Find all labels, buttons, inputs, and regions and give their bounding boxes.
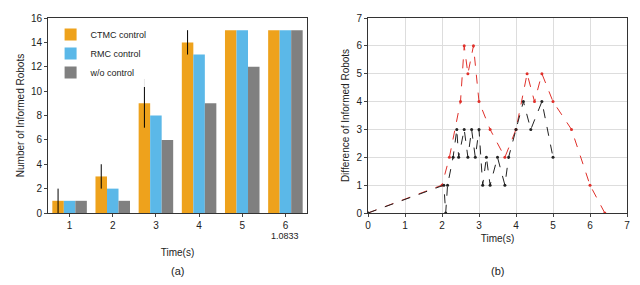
svg-text:7: 7 — [356, 13, 362, 24]
svg-text:16: 16 — [31, 13, 43, 24]
svg-text:2: 2 — [110, 220, 116, 231]
svg-text:5: 5 — [550, 220, 556, 231]
svg-text:(a): (a) — [171, 265, 184, 277]
svg-text:w/o control: w/o control — [90, 68, 135, 78]
svg-text:0: 0 — [365, 220, 371, 231]
svg-text:12: 12 — [31, 61, 43, 72]
svg-text:6: 6 — [356, 40, 362, 51]
svg-text:3: 3 — [476, 220, 482, 231]
svg-text:2: 2 — [439, 220, 445, 231]
svg-text:14: 14 — [31, 37, 43, 48]
svg-text:5: 5 — [239, 220, 245, 231]
svg-text:Time(s): Time(s) — [161, 247, 195, 258]
svg-text:0: 0 — [36, 208, 42, 219]
svg-text:1: 1 — [402, 220, 408, 231]
svg-text:2: 2 — [356, 152, 362, 163]
svg-text:7: 7 — [624, 220, 630, 231]
svg-text:1: 1 — [356, 180, 362, 191]
svg-text:10: 10 — [31, 86, 43, 97]
svg-text:1.0833: 1.0833 — [271, 231, 299, 241]
svg-text:4: 4 — [356, 96, 362, 107]
svg-text:6: 6 — [587, 220, 593, 231]
svg-text:Number of Informed Robots: Number of Informed Robots — [15, 54, 26, 177]
svg-text:4: 4 — [196, 220, 202, 231]
svg-text:CTMC control: CTMC control — [91, 30, 147, 40]
svg-text:2: 2 — [36, 183, 42, 194]
svg-text:4: 4 — [36, 159, 42, 170]
svg-text:4: 4 — [513, 220, 519, 231]
svg-text:(b): (b) — [491, 265, 504, 277]
svg-text:3: 3 — [153, 220, 159, 231]
svg-text:5: 5 — [356, 68, 362, 79]
svg-text:3: 3 — [356, 124, 362, 135]
svg-text:RMC control: RMC control — [91, 49, 141, 59]
svg-text:0: 0 — [356, 208, 362, 219]
svg-text:Time(s): Time(s) — [481, 233, 515, 244]
svg-text:6: 6 — [283, 220, 289, 231]
svg-text:6: 6 — [36, 134, 42, 145]
svg-text:8: 8 — [36, 110, 42, 121]
svg-text:Difference of Informed Robots: Difference of Informed Robots — [340, 49, 351, 182]
svg-text:1: 1 — [67, 220, 73, 231]
